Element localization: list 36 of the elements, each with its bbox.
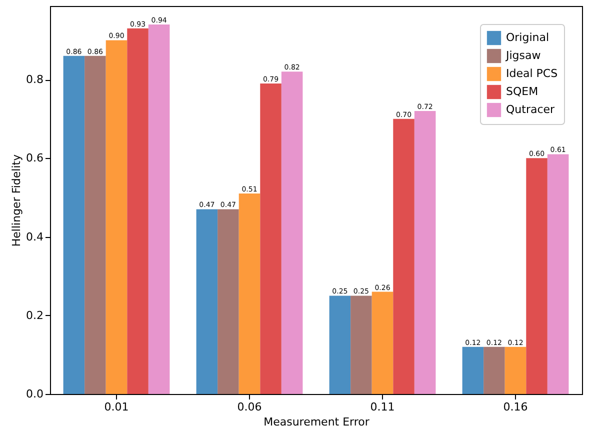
bar <box>238 194 260 394</box>
bar <box>63 56 85 394</box>
y-tick-label: 0.4 <box>26 230 44 244</box>
legend-label: SQEM <box>506 85 538 98</box>
bar <box>350 296 372 394</box>
x-axis-title: Measurement Error <box>264 416 370 428</box>
bar <box>484 346 505 394</box>
y-tick-label: 0.0 <box>26 388 44 400</box>
bar <box>106 40 128 394</box>
bar <box>504 346 526 394</box>
y-tick-label: 0.2 <box>26 308 44 322</box>
legend-label: Original <box>506 31 550 44</box>
legend-label: Jigsaw <box>505 49 541 62</box>
bar <box>526 158 548 394</box>
bar <box>127 28 148 394</box>
bar <box>372 292 394 394</box>
legend-label: Ideal PCS <box>506 67 558 80</box>
bar <box>414 110 436 394</box>
x-tick-label: 0.16 <box>503 400 528 414</box>
legend-label: Qutracer <box>506 103 556 116</box>
bar <box>196 209 218 394</box>
y-axis-title: Hellinger Fidelity <box>10 154 24 247</box>
bar <box>393 118 414 394</box>
bar <box>218 209 239 394</box>
y-tick-label: 0.8 <box>26 73 44 86</box>
bar <box>329 296 351 394</box>
bar <box>547 154 569 394</box>
bar <box>462 346 484 394</box>
x-tick-label: 0.06 <box>237 400 262 414</box>
bar <box>260 83 282 394</box>
x-tick-label: 0.11 <box>370 400 395 414</box>
y-tick-label: 0.6 <box>26 152 44 165</box>
bar <box>281 72 303 394</box>
x-tick-label: 0.01 <box>104 400 129 414</box>
bar <box>84 56 106 394</box>
bar <box>148 24 170 394</box>
